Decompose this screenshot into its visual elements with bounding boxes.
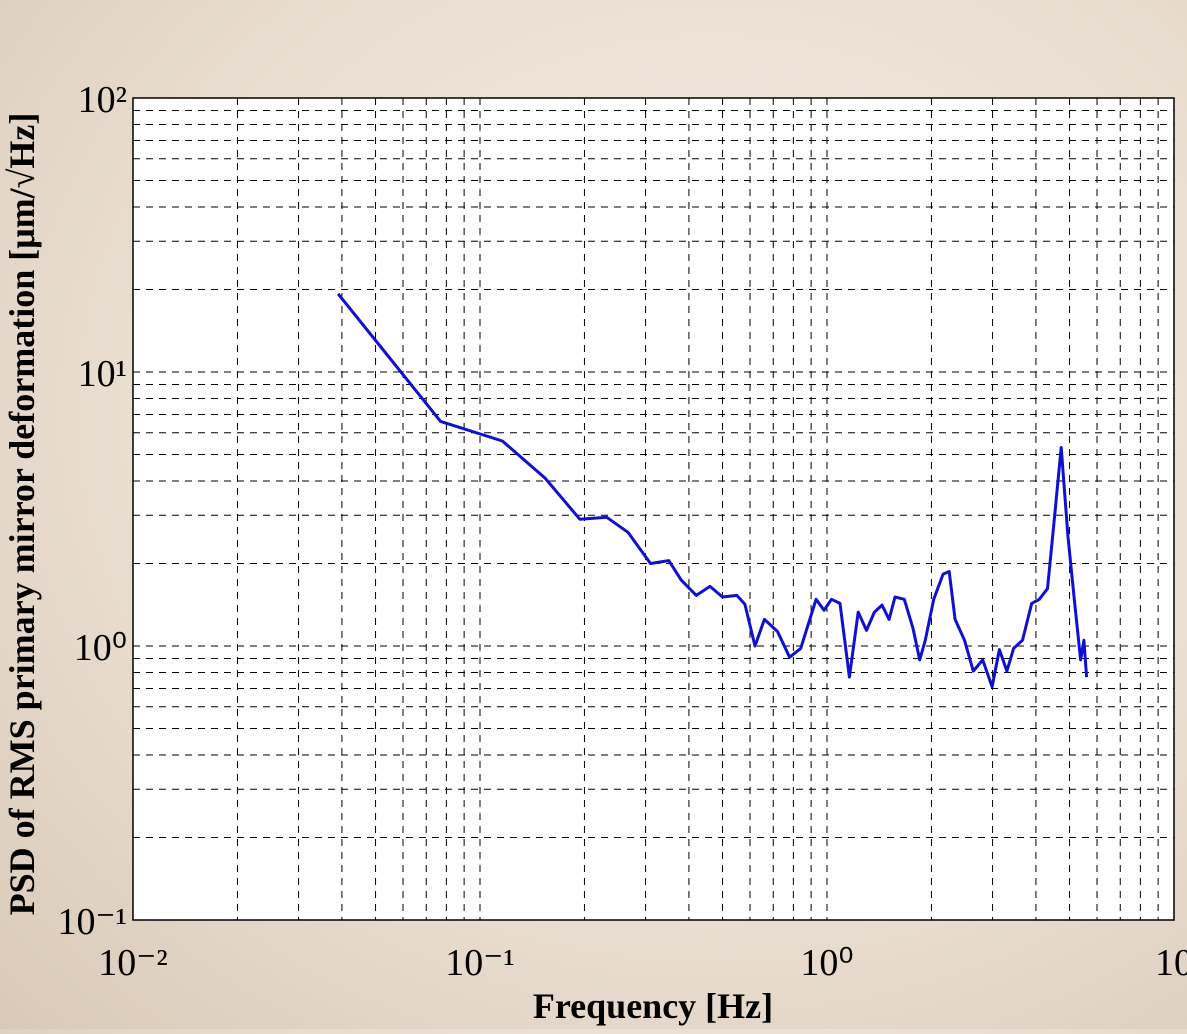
data-line <box>336 292 1089 689</box>
plot-area <box>132 97 1175 921</box>
x-tick-label: 10⁻² <box>98 942 167 984</box>
y-tick-label: 10⁻¹ <box>58 901 127 943</box>
x-tick-label: 10⁻¹ <box>445 942 514 984</box>
y-tick-label: 10⁰ <box>74 627 127 669</box>
y-tick-label: 10² <box>78 79 127 121</box>
y-axis-label: PSD of RMS primary mirror deformation [μ… <box>2 113 42 916</box>
x-tick-label: 10⁰ <box>800 942 853 984</box>
y-tick-label: 10¹ <box>78 353 127 395</box>
x-axis-label: Frequency [Hz] <box>533 986 773 1026</box>
x-tick-label: 10 <box>1155 942 1187 984</box>
